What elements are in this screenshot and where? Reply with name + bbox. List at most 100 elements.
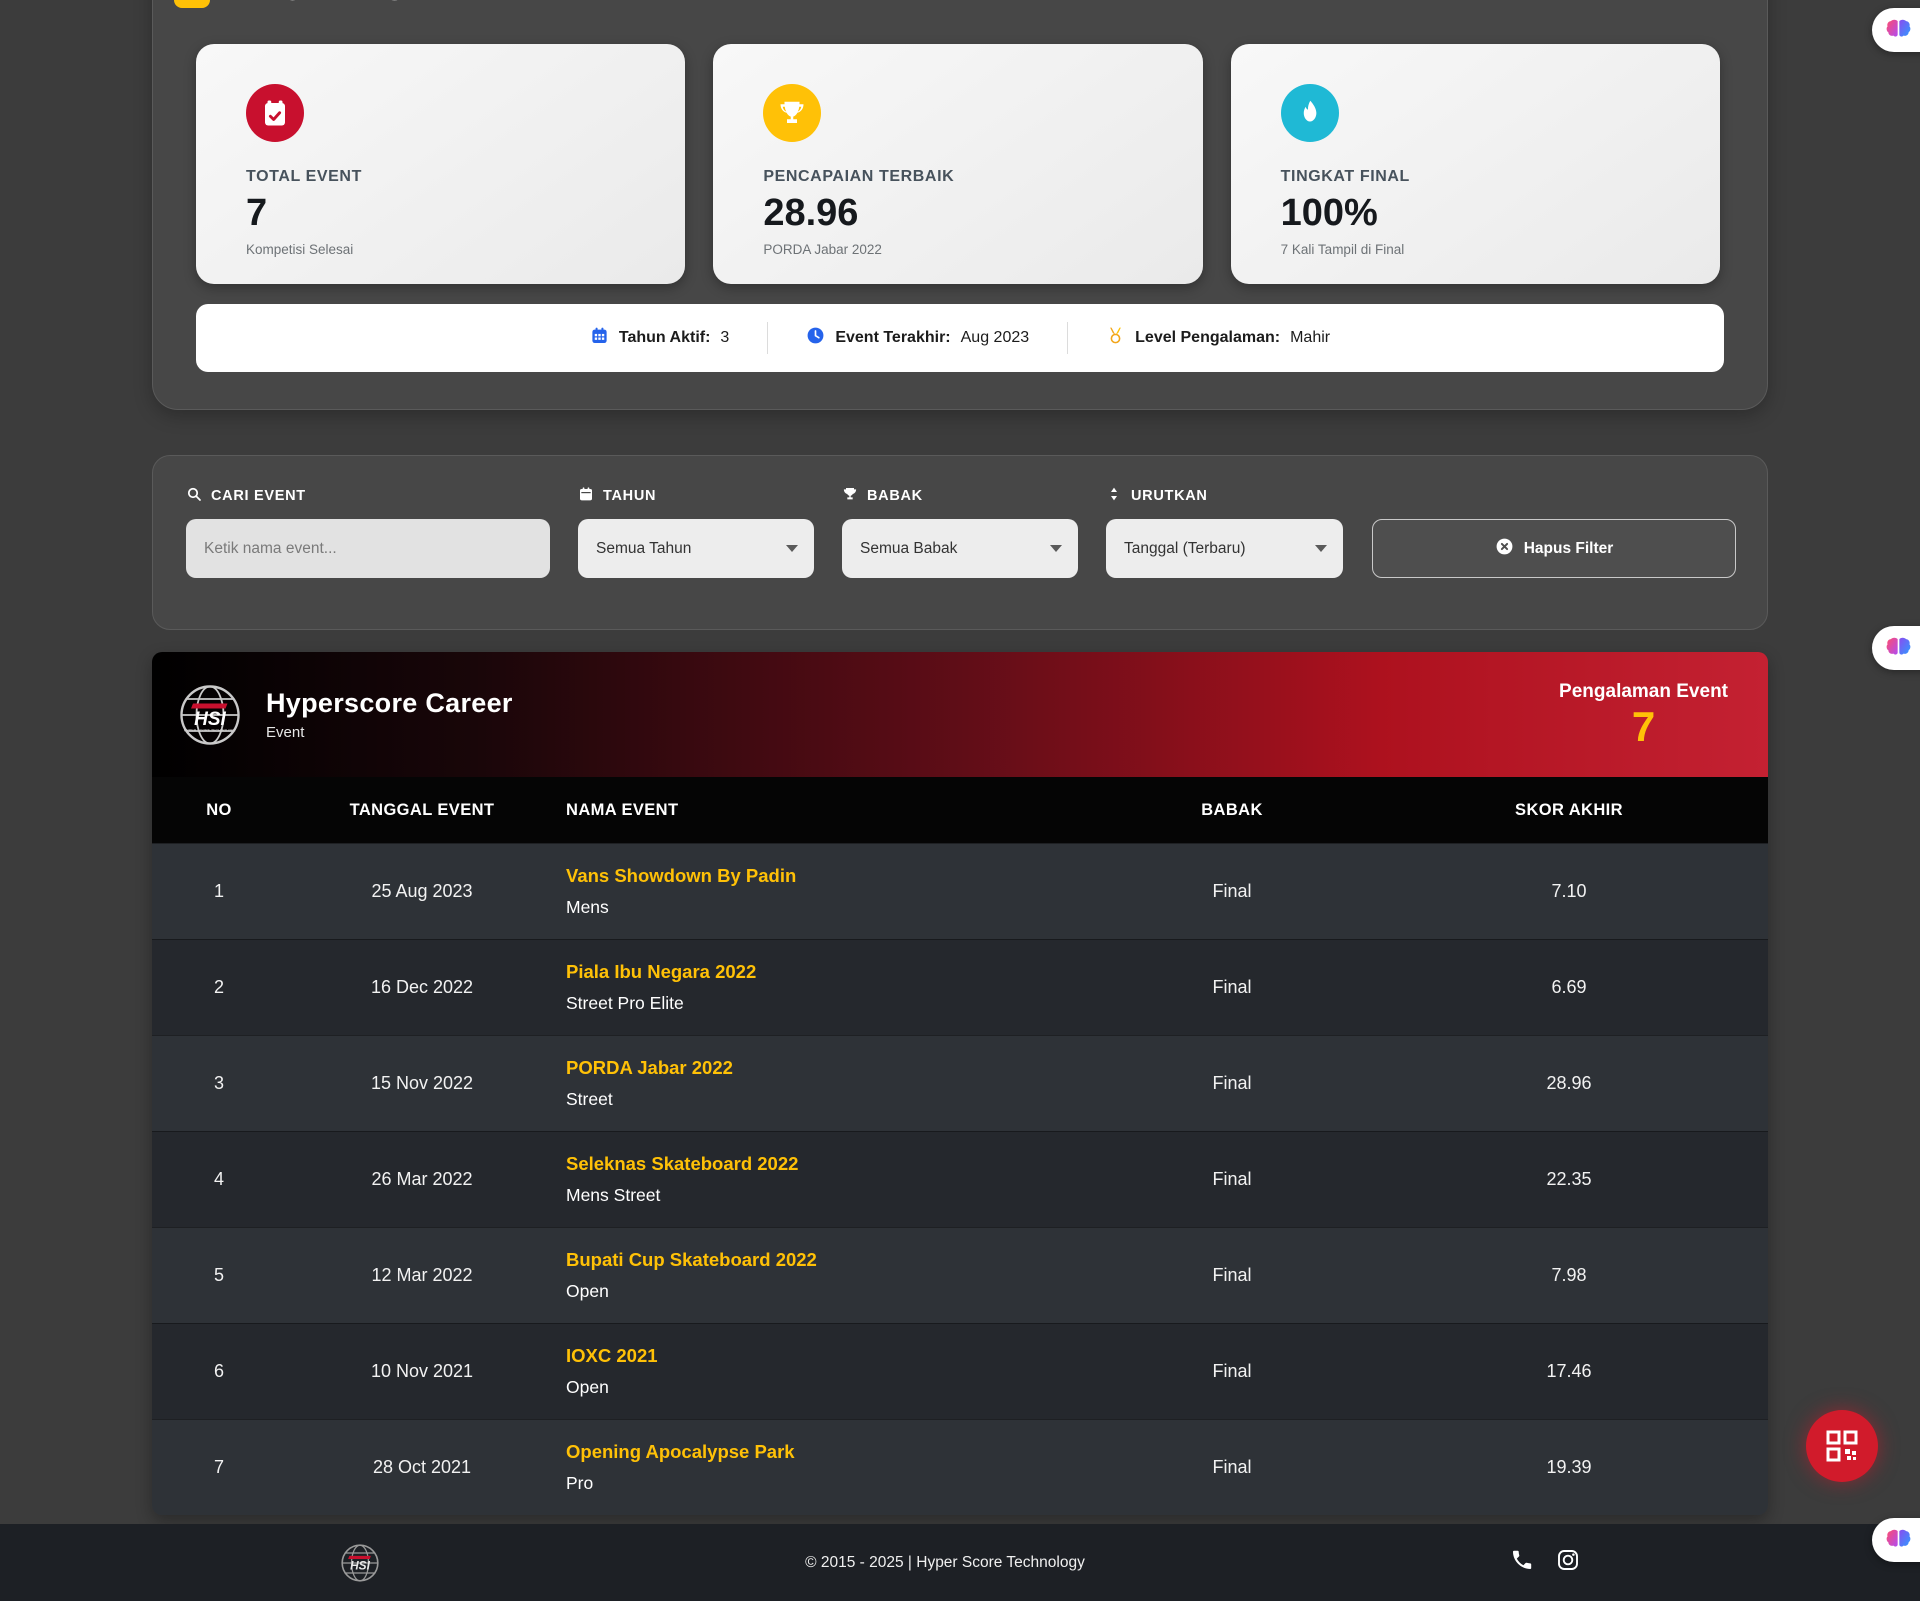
- qr-code-button[interactable]: [1806, 1410, 1878, 1482]
- event-number: 3: [213, 1073, 224, 1093]
- table-row[interactable]: 3 15 Nov 2022 PORDA Jabar 2022 Street Fi…: [152, 1035, 1768, 1131]
- stat-value: 7: [246, 192, 268, 234]
- event-score: 19.39: [1546, 1457, 1592, 1477]
- event-round: Final: [1212, 977, 1252, 997]
- event-score: 28.96: [1546, 1073, 1592, 1093]
- year-select[interactable]: Semua Tahun: [578, 519, 814, 578]
- event-round: Final: [1212, 1073, 1252, 1093]
- table-row[interactable]: 4 26 Mar 2022 Seleknas Skateboard 2022 M…: [152, 1131, 1768, 1227]
- assistant-pill-top[interactable]: [1872, 8, 1920, 52]
- brain-icon: [1886, 637, 1911, 655]
- section-heading: INFORMASI KARIR: [174, 0, 536, 8]
- round-select[interactable]: Semua Babak: [842, 519, 1078, 578]
- brain-icon: [1886, 1529, 1911, 1547]
- event-name-link[interactable]: PORDA Jabar 2022: [566, 1057, 733, 1078]
- event-score: 7.10: [1551, 881, 1587, 901]
- sort-select-value: Tanggal (Terbaru): [1124, 539, 1246, 557]
- clock-icon: [806, 326, 825, 350]
- table-row[interactable]: 1 25 Aug 2023 Vans Showdown By Padin Men…: [152, 843, 1768, 939]
- divider: [1067, 322, 1069, 354]
- event-name-link[interactable]: IOXC 2021: [566, 1345, 658, 1366]
- stat-sublabel: 7 Kali Tampil di Final: [1280, 241, 1405, 257]
- event-category: Street: [566, 1089, 613, 1109]
- chevron-down-icon: [1050, 545, 1062, 552]
- column-header-score: SKOR AKHIR: [1515, 800, 1623, 819]
- stat-label: TOTAL EVENT: [246, 168, 362, 185]
- event-score: 6.69: [1551, 977, 1587, 997]
- sort-filter-label: URUTKAN: [1106, 486, 1343, 506]
- x-circle-icon: [1495, 537, 1514, 561]
- divider: [767, 322, 769, 354]
- column-header-name: NAMA EVENT: [566, 800, 679, 819]
- event-round: Final: [1212, 1169, 1252, 1189]
- career-banner: HSI HYPER SCORE TECHNOLOGY Hyperscore Ca…: [152, 652, 1768, 777]
- svg-text:HYPER SCORE TECHNOLOGY: HYPER SCORE TECHNOLOGY: [184, 728, 237, 732]
- event-category: Mens Street: [566, 1185, 661, 1205]
- table-row[interactable]: 6 10 Nov 2021 IOXC 2021 Open Final 17.46: [152, 1323, 1768, 1419]
- stats-cards: TOTAL EVENT 7 Kompetisi Selesai PENCAPAI…: [196, 44, 1720, 284]
- event-number: 7: [213, 1457, 224, 1477]
- quick-stat-value: Aug 2023: [960, 329, 1030, 346]
- sort-select[interactable]: Tanggal (Terbaru): [1106, 519, 1343, 578]
- stat-value: 100%: [1280, 192, 1378, 234]
- event-category: Open: [566, 1281, 609, 1301]
- quick-stat-label: Event Terakhir:: [835, 329, 951, 346]
- event-name-link[interactable]: Bupati Cup Skateboard 2022: [566, 1249, 817, 1270]
- table-row[interactable]: 7 28 Oct 2021 Opening Apocalypse Park Pr…: [152, 1419, 1768, 1515]
- event-date: 26 Mar 2022: [371, 1169, 473, 1189]
- event-table-header: NO TANGGAL EVENT NAMA EVENT BABAK SKOR A…: [152, 777, 1768, 843]
- filter-panel: CARI EVENT TAHUN Semua Tahun BABAK: [152, 455, 1768, 630]
- clear-filter-button[interactable]: Hapus Filter: [1372, 519, 1736, 578]
- footer: HSI © 2015 - 2025 | Hyper Score Technolo…: [0, 1524, 1920, 1601]
- svg-text:HSI: HSI: [194, 709, 226, 730]
- event-category: Pro: [566, 1473, 594, 1493]
- copyright-text: © 2015 - 2025 | Hyper Score Technology: [805, 1553, 1085, 1571]
- experience-badge-label: Pengalaman Event: [1559, 681, 1728, 702]
- qr-code-icon: [1826, 1430, 1858, 1462]
- table-row[interactable]: 5 12 Mar 2022 Bupati Cup Skateboard 2022…: [152, 1227, 1768, 1323]
- assistant-pill-bottom[interactable]: [1872, 1518, 1920, 1562]
- event-round: Final: [1212, 1361, 1252, 1381]
- search-icon: [186, 486, 202, 506]
- column-header-no: NO: [206, 800, 232, 819]
- search-event-input[interactable]: [186, 519, 550, 578]
- event-score: 22.35: [1546, 1169, 1592, 1189]
- calendar-icon: [578, 486, 594, 506]
- column-header-date: TANGGAL EVENT: [349, 800, 495, 819]
- quick-stat-last-event: Event Terakhir: Aug 2023: [806, 326, 1029, 350]
- event-name-link[interactable]: Seleknas Skateboard 2022: [566, 1153, 799, 1174]
- event-name-link[interactable]: Opening Apocalypse Park: [566, 1441, 795, 1462]
- event-name-link[interactable]: Piala Ibu Negara 2022: [566, 961, 757, 982]
- phone-icon[interactable]: [1510, 1548, 1534, 1577]
- career-title: Hyperscore Career: [266, 688, 513, 718]
- stat-label: TINGKAT FINAL: [1280, 168, 1410, 185]
- event-round: Final: [1212, 1265, 1252, 1285]
- brain-icon: [1886, 19, 1911, 37]
- flame-icon: [1280, 84, 1339, 142]
- year-select-value: Semua Tahun: [596, 539, 692, 557]
- quick-stat-label: Level Pengalaman:: [1135, 329, 1281, 346]
- heading-badge-icon: [174, 0, 210, 8]
- event-date: 25 Aug 2023: [371, 881, 473, 901]
- quick-stat-value: 3: [720, 329, 730, 346]
- event-date: 16 Dec 2022: [370, 977, 474, 997]
- assistant-pill-middle[interactable]: [1872, 626, 1920, 670]
- event-number: 4: [213, 1169, 224, 1189]
- section-heading-label: INFORMASI KARIR: [224, 0, 536, 8]
- career-subtitle: Event: [266, 724, 305, 741]
- stat-card-best-achievement: PENCAPAIAN TERBAIK 28.96 PORDA Jabar 202…: [713, 44, 1203, 284]
- instagram-icon[interactable]: [1556, 1548, 1580, 1577]
- experience-badge-value: 7: [1631, 703, 1656, 750]
- event-number: 5: [213, 1265, 224, 1285]
- event-category: Street Pro Elite: [566, 993, 684, 1013]
- year-filter-label: TAHUN: [578, 486, 814, 506]
- career-table-card: HSI HYPER SCORE TECHNOLOGY Hyperscore Ca…: [152, 652, 1768, 1515]
- event-score: 17.46: [1546, 1361, 1592, 1381]
- search-filter-label: CARI EVENT: [186, 486, 550, 506]
- trophy-icon: [763, 84, 822, 142]
- quick-stats-bar: Tahun Aktif: 3 Event Terakhir: Aug 2023 …: [196, 304, 1724, 372]
- calendar-check-icon: [246, 84, 304, 142]
- event-name-link[interactable]: Vans Showdown By Padin: [566, 865, 797, 886]
- event-table-body: 1 25 Aug 2023 Vans Showdown By Padin Men…: [152, 843, 1768, 1515]
- table-row[interactable]: 2 16 Dec 2022 Piala Ibu Negara 2022 Stre…: [152, 939, 1768, 1035]
